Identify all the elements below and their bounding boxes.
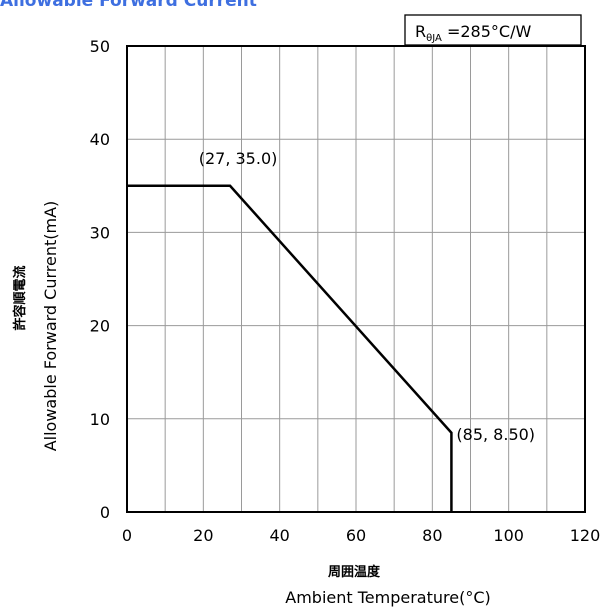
derating-curve — [127, 184, 453, 512]
tick-labels: 0 20 40 60 80 100 120 0 10 20 30 40 50 — [90, 37, 601, 545]
series-layer — [127, 184, 453, 512]
y-tick-label: 50 — [90, 37, 110, 56]
x-tick-label: 80 — [422, 526, 442, 545]
legend-box: RθJA =285°C/W — [404, 14, 582, 46]
y-tick-label: 20 — [90, 317, 110, 336]
y-axis-label-jp: 許容順電流 — [12, 265, 28, 330]
x-tick-label: 20 — [193, 526, 213, 545]
y-axis-label: Allowable Forward Current(mA) — [41, 201, 60, 452]
x-tick-label: 40 — [269, 526, 289, 545]
y-tick-label: 10 — [90, 410, 110, 429]
annotations: (27, 35.0) (85, 8.50) — [199, 149, 535, 444]
legend-symbol: R — [415, 22, 426, 41]
x-axis-label: Ambient Temperature(°C) — [285, 588, 490, 607]
point-annotation: (85, 8.50) — [456, 425, 535, 444]
plot-frame — [126, 45, 586, 513]
x-axis-label-jp: 周囲温度 — [328, 564, 381, 580]
legend-subscript: θJA — [426, 33, 442, 44]
legend-value: =285°C/W — [442, 22, 532, 41]
point-annotation: (27, 35.0) — [199, 149, 278, 168]
y-tick-label: 30 — [90, 223, 110, 242]
y-tick-label: 40 — [90, 130, 110, 149]
x-tick-label: 100 — [493, 526, 524, 545]
x-tick-label: 120 — [570, 526, 601, 545]
y-tick-label: 0 — [100, 503, 110, 522]
x-tick-label: 60 — [346, 526, 366, 545]
x-tick-label: 0 — [122, 526, 132, 545]
legend-frame — [404, 14, 582, 46]
legend-thermal-resistance: RθJA =285°C/W — [415, 22, 531, 44]
chart-title: Allowable Forward Current — [0, 0, 257, 11]
